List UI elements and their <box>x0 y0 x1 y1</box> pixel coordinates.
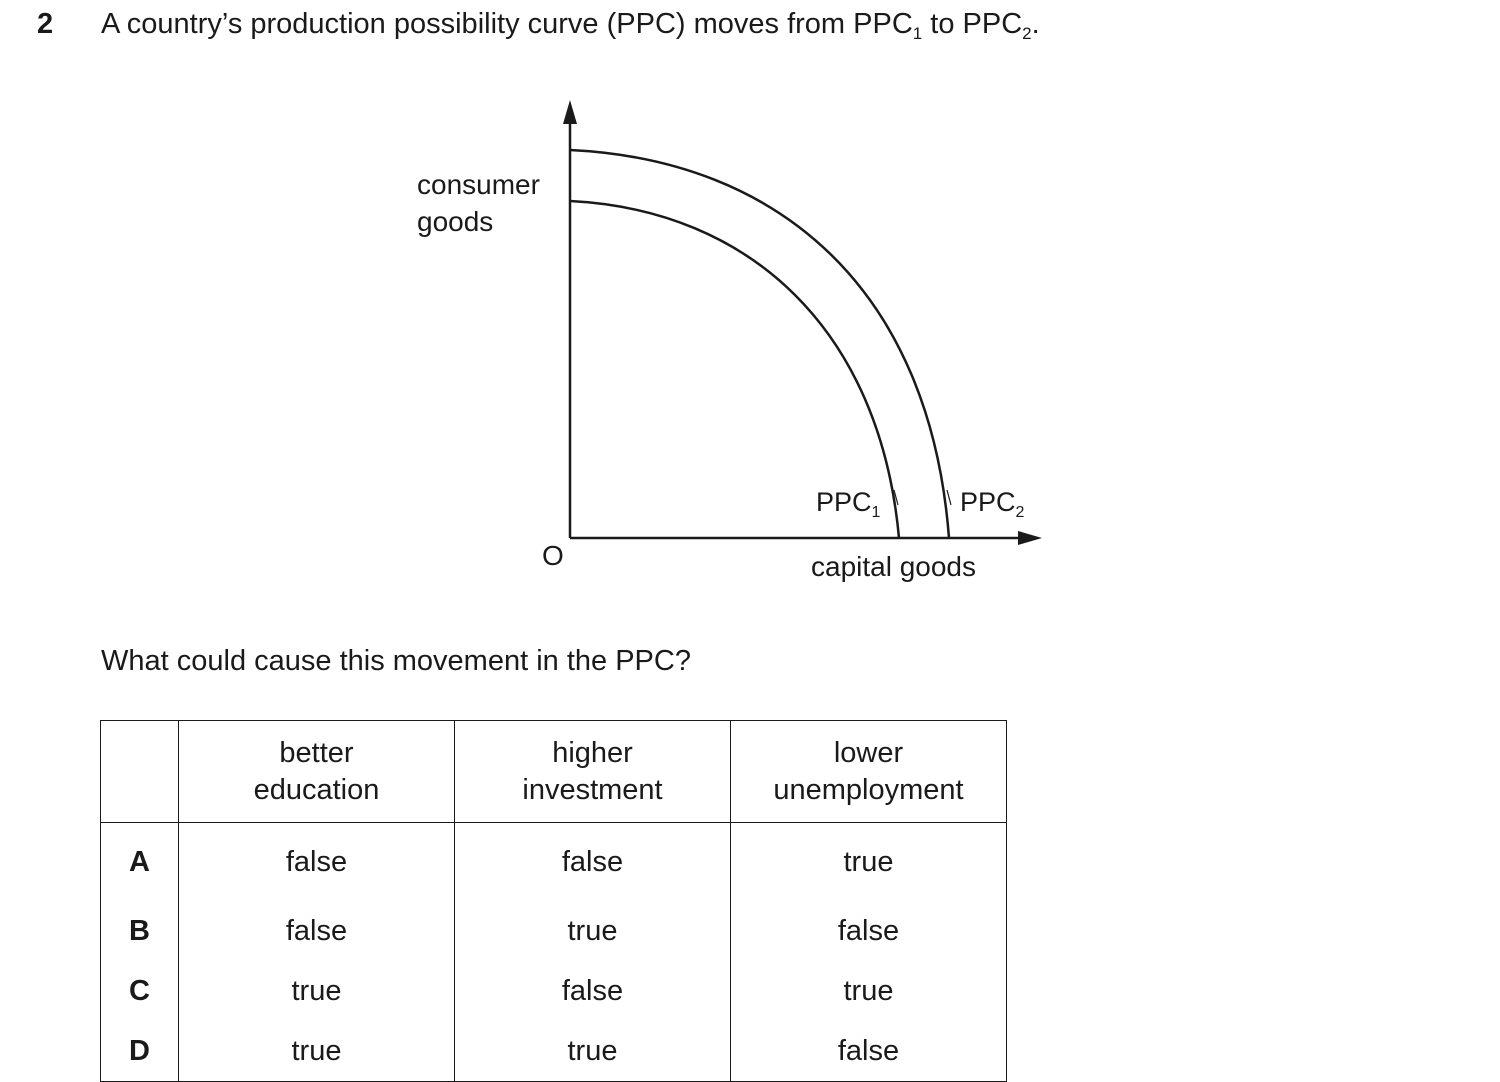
stem-text: A country’s production possibility curve… <box>101 8 913 40</box>
stem-subscript-1: 1 <box>912 24 923 43</box>
ppc1-label-sub: 1 <box>872 504 881 521</box>
header-better-education: better education <box>178 720 455 823</box>
stem-subscript-2: 2 <box>1022 24 1032 43</box>
question-number: 2 <box>37 8 54 40</box>
option-cell: false <box>730 1021 1007 1082</box>
option-row-a: A false false true <box>100 822 1007 901</box>
y-axis-arrowhead <box>563 100 577 124</box>
option-row-d: D true true false <box>100 1021 1007 1082</box>
ppc1-label-text: PPC <box>816 487 872 517</box>
option-letter: C <box>100 961 179 1021</box>
table-header-row: better education higher investment lower un… <box>100 720 1007 823</box>
origin-label: O <box>542 540 564 571</box>
y-axis-label-line2: goods <box>417 206 493 237</box>
ppc-diagram: consumer goods O capital goods PPC1 PPC2 <box>417 100 1042 582</box>
x-axis-label: capital goods <box>811 551 976 582</box>
option-cell: true <box>178 961 455 1021</box>
option-cell: true <box>454 1021 731 1082</box>
header-lower-unemployment: lower unemployment <box>730 720 1007 823</box>
header-higher-investment: higher investment <box>454 720 731 823</box>
option-letter: D <box>100 1021 179 1082</box>
ppc1-label: PPC1 <box>816 487 881 521</box>
y-axis-label-line1: consumer <box>417 169 540 200</box>
option-cell: false <box>454 961 731 1021</box>
option-cell: true <box>178 1021 455 1082</box>
header-line: lower <box>833 736 904 769</box>
ppc2-label-text: PPC <box>960 487 1016 517</box>
header-line: better <box>279 736 354 769</box>
option-row-b: B false true false <box>100 901 1007 961</box>
answer-options-table: better education higher investment lower un… <box>100 720 1007 1082</box>
header-line: education <box>253 773 380 806</box>
option-cell: false <box>730 901 1007 961</box>
option-cell: true <box>730 822 1007 901</box>
header-blank-cell <box>100 720 179 823</box>
header-line: higher <box>552 736 633 769</box>
option-letter: A <box>100 822 179 901</box>
question-prompt: What could cause this movement in the PP… <box>101 645 691 677</box>
ppc2-label-leader <box>946 489 952 506</box>
ppc2-label-sub: 2 <box>1016 504 1025 521</box>
option-cell: false <box>178 901 455 961</box>
stem-end: . <box>1031 8 1040 40</box>
option-cell: true <box>454 901 731 961</box>
stem-mid: to PPC <box>922 8 1023 40</box>
option-letter: B <box>100 901 179 961</box>
option-cell: false <box>454 822 731 901</box>
ppc2-curve <box>569 148 951 539</box>
x-axis-arrowhead <box>1018 531 1042 545</box>
option-cell: false <box>178 822 455 901</box>
ppc2-label: PPC2 <box>960 487 1025 521</box>
option-row-c: C true false true <box>100 961 1007 1021</box>
option-cell: true <box>730 961 1007 1021</box>
header-line: unemployment <box>773 773 964 806</box>
header-line: investment <box>522 773 663 806</box>
ppc1-label-leader <box>893 489 899 506</box>
ppc1-curve <box>569 199 901 539</box>
question-stem: A country’s production possibility curve… <box>101 8 1040 44</box>
